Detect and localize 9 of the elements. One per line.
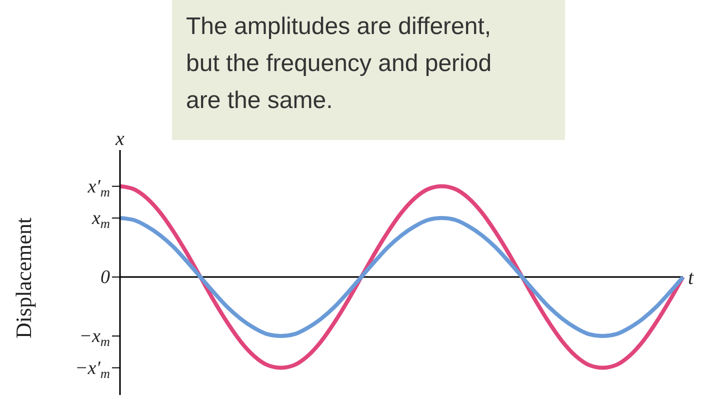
text: x′$_{m}$ — [86, 176, 110, 200]
text: −x′$_{m}$ — [74, 358, 110, 381]
text: x$_{m}$ — [90, 208, 110, 231]
text: −x$_{m}$ — [79, 326, 110, 349]
note-box: The amplitudes are different, but the frequency and period are the same. — [172, 0, 565, 140]
text: x — [114, 128, 126, 151]
text: 0 — [100, 267, 110, 288]
y-axis-title: Displacement — [11, 218, 37, 338]
x-axis-title: t — [688, 267, 694, 290]
